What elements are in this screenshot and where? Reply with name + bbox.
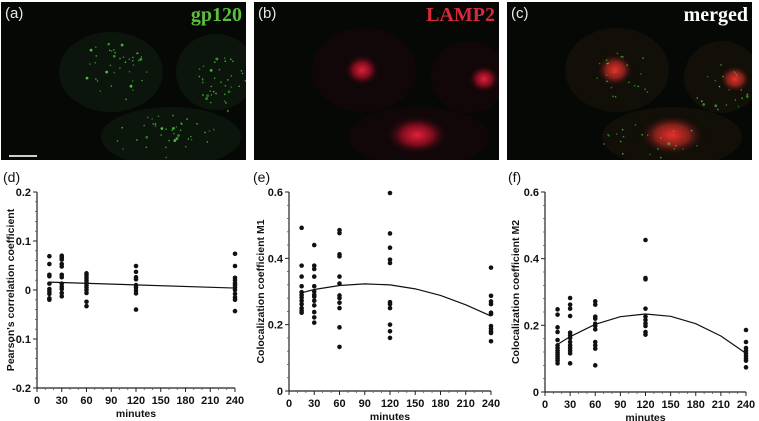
svg-text:180: 180 <box>176 395 194 407</box>
svg-text:90: 90 <box>105 395 117 407</box>
svg-text:210: 210 <box>712 399 730 411</box>
svg-text:90: 90 <box>359 398 371 410</box>
svg-text:-0.1: -0.1 <box>12 334 31 346</box>
svg-text:180: 180 <box>431 398 449 410</box>
svg-text:30: 30 <box>308 398 320 410</box>
panel-label-e: (e) <box>253 169 271 185</box>
svg-text:0: 0 <box>533 387 539 399</box>
svg-text:-0.2: -0.2 <box>12 383 31 395</box>
panel-title-merged: merged <box>683 4 748 26</box>
svg-text:120: 120 <box>381 398 399 410</box>
chart-m2: 0 0.2 0.4 0.6 0 30 60 90 120 150 180 210 240 minutes C… <box>505 165 759 421</box>
svg-text:Pearson's correlation coeffici: Pearson's correlation coefficient <box>5 208 17 371</box>
svg-text:0: 0 <box>25 285 31 297</box>
panel-label-b: (b) <box>258 5 277 22</box>
svg-text:60: 60 <box>80 395 92 407</box>
svg-text:120: 120 <box>127 395 145 407</box>
photo-panel-merged: (c) merged <box>507 2 752 160</box>
svg-text:0.6: 0.6 <box>524 187 539 199</box>
svg-text:180: 180 <box>687 399 705 411</box>
svg-text:minutes: minutes <box>370 411 410 421</box>
svg-text:0: 0 <box>286 398 292 410</box>
svg-text:0.2: 0.2 <box>268 320 283 332</box>
panel-label-a: (a) <box>5 5 24 22</box>
svg-text:30: 30 <box>56 395 68 407</box>
svg-text:0: 0 <box>542 399 548 411</box>
svg-text:240: 240 <box>737 399 755 411</box>
svg-text:210: 210 <box>201 395 219 407</box>
svg-text:0.1: 0.1 <box>16 236 31 248</box>
svg-text:Colocalization coefficient M2: Colocalization coefficient M2 <box>510 220 522 364</box>
panel-label-c: (c) <box>511 5 529 22</box>
merged-image <box>565 28 752 160</box>
chart-pearson: -0.2 -0.1 0 0.1 0.2 0 30 60 90 120 150 180 210 240 min… <box>0 165 250 421</box>
pearson-scatter-plot: -0.2 -0.1 0 0.1 0.2 0 30 60 90 120 150 180 210 240 min… <box>5 187 244 420</box>
svg-text:210: 210 <box>457 398 475 410</box>
svg-text:120: 120 <box>636 399 654 411</box>
panel-label-d: (d) <box>3 169 21 185</box>
svg-text:90: 90 <box>614 399 626 411</box>
svg-text:0.2: 0.2 <box>16 187 31 199</box>
svg-text:240: 240 <box>482 398 500 410</box>
photo-panel-gp120: (a) gp120 <box>1 2 246 160</box>
svg-text:Colocalization coefficient M1: Colocalization coefficient M1 <box>255 219 267 363</box>
svg-text:0.6: 0.6 <box>268 187 283 199</box>
svg-text:150: 150 <box>661 399 679 411</box>
svg-text:0.4: 0.4 <box>524 254 540 266</box>
svg-text:240: 240 <box>226 395 244 407</box>
svg-text:0: 0 <box>34 395 40 407</box>
svg-text:150: 150 <box>152 395 170 407</box>
panel-title-gp120: gp120 <box>190 4 242 26</box>
gp120-image <box>9 32 246 160</box>
panel-title-lamp2: LAMP2 <box>426 4 495 26</box>
scale-bar <box>9 155 37 157</box>
panel-label-f: (f) <box>508 169 522 185</box>
svg-text:30: 30 <box>564 399 576 411</box>
svg-text:0.2: 0.2 <box>524 320 539 332</box>
m2-scatter-plot: 0 0.2 0.4 0.6 0 30 60 90 120 150 180 210 240 minutes C… <box>510 187 755 421</box>
photo-panel-lamp2: (b) LAMP2 <box>254 2 499 160</box>
lamp2-image <box>312 28 499 160</box>
svg-text:minutes: minutes <box>116 408 156 420</box>
chart-m1: 0 0.2 0.4 0.6 0 30 60 90 120 150 180 210 240 minutes C… <box>250 165 505 421</box>
svg-text:0: 0 <box>277 386 283 398</box>
svg-text:60: 60 <box>589 399 601 411</box>
svg-text:0.4: 0.4 <box>268 253 284 265</box>
m1-scatter-plot: 0 0.2 0.4 0.6 0 30 60 90 120 150 180 210 240 minutes C… <box>255 187 500 421</box>
svg-text:60: 60 <box>333 398 345 410</box>
svg-text:150: 150 <box>406 398 424 410</box>
svg-text:minutes: minutes <box>625 412 665 421</box>
